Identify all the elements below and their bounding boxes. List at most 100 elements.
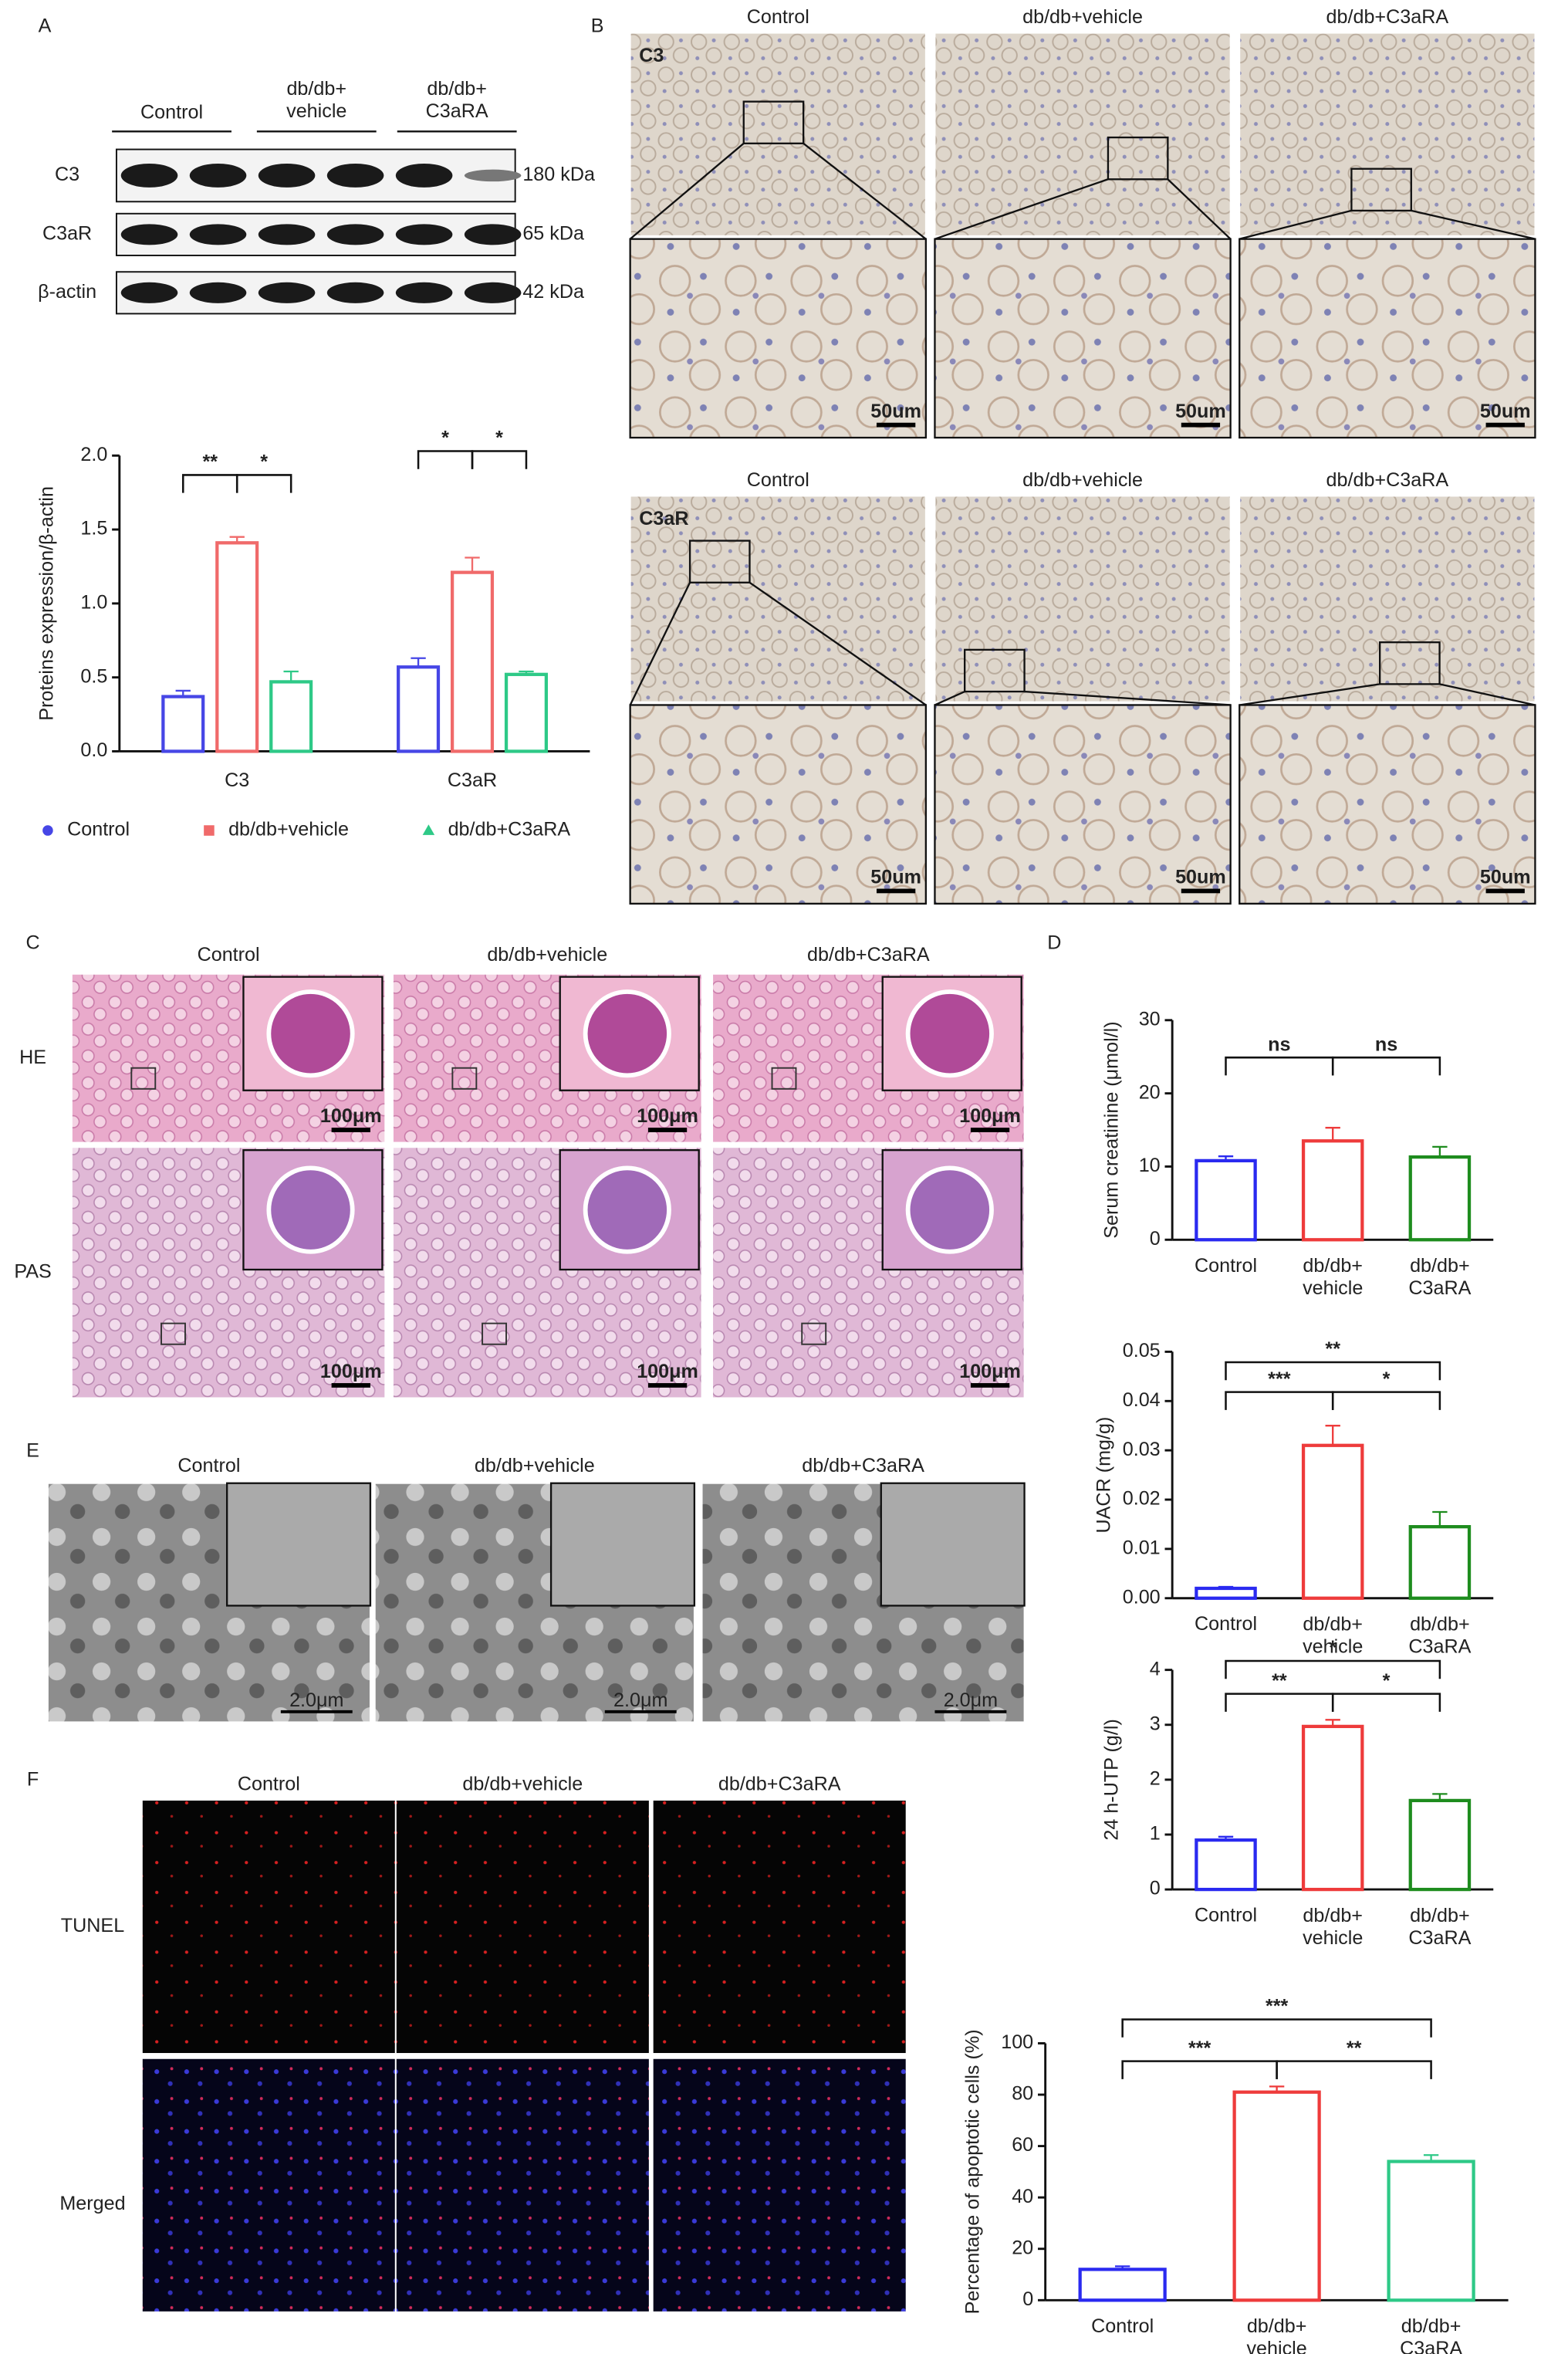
scale-bar-label: 100μm <box>320 1361 382 1382</box>
inset-box <box>964 648 1026 693</box>
significance-label: * <box>1383 1368 1391 1390</box>
zoom-line <box>1411 209 1536 240</box>
column-header: db/db+vehicle <box>1022 6 1143 28</box>
y-tick-label: 1.5 <box>80 518 107 539</box>
row-label: TUNEL <box>61 1915 124 1936</box>
y-axis-label: UACR (mg/g) <box>1093 1417 1115 1534</box>
y-axis-label: 24 h-UTP (g/l) <box>1100 1719 1122 1840</box>
glomerulus <box>583 1165 671 1254</box>
blot-band <box>189 163 247 188</box>
blot-protein-label: β-actin <box>38 281 96 303</box>
significance-label: * <box>495 428 503 449</box>
bar <box>1195 1838 1257 1892</box>
micrograph <box>934 32 1232 237</box>
x-tick-label: db/db+ vehicle <box>1303 1613 1363 1657</box>
column-header: db/db+C3aRA <box>1326 6 1449 28</box>
y-tick-label: 60 <box>1012 2134 1033 2156</box>
blot-band <box>326 282 384 303</box>
scale-bar <box>331 1383 370 1388</box>
row-label: Merged <box>59 2193 125 2214</box>
scale-bar <box>1181 422 1221 428</box>
y-tick-label: 2.0 <box>80 444 107 465</box>
blot-size-label: 65 kDa <box>522 223 584 245</box>
zoom-line <box>1239 209 1352 240</box>
micrograph <box>140 2057 397 2313</box>
bar <box>1078 2268 1167 2302</box>
scale-bar-label: 2.0μm <box>289 1689 343 1711</box>
y-tick-label: 0 <box>1150 1228 1161 1250</box>
scale-bar-label: 2.0μm <box>613 1689 667 1711</box>
significance-label: ** <box>1325 1338 1340 1360</box>
inset-box <box>482 1322 508 1345</box>
inset-box <box>161 1322 186 1345</box>
glomerulus <box>266 989 355 1078</box>
scale-bar-label: 100μm <box>637 1105 698 1127</box>
y-tick-label: 4 <box>1150 1658 1161 1679</box>
micrograph <box>394 1799 651 2055</box>
micrograph-zoom <box>934 704 1232 905</box>
inset-box <box>130 1067 157 1090</box>
significance-label: * <box>441 428 449 449</box>
panel-label: E <box>26 1440 39 1462</box>
significance-bracket <box>1331 1693 1441 1712</box>
significance-bracket <box>1331 1391 1441 1410</box>
micrograph-zoom <box>629 238 928 439</box>
y-tick-label: 20 <box>1012 2237 1033 2258</box>
column-header: db/db+C3aRA <box>807 944 930 966</box>
scale-bar-label: 50um <box>1480 867 1531 888</box>
scale-bar <box>280 1710 353 1713</box>
zoom-line <box>934 178 1109 240</box>
significance-bracket <box>1225 1659 1441 1679</box>
inset-box <box>451 1067 478 1090</box>
blot-band <box>464 224 522 245</box>
micrograph <box>1239 32 1536 237</box>
panel-label: D <box>1047 932 1061 954</box>
scale-bar <box>331 1128 370 1132</box>
blot-band <box>464 282 522 303</box>
y-tick-label: 3 <box>1150 1713 1161 1734</box>
panel-label: B <box>591 15 604 37</box>
y-tick-label: 0.01 <box>1123 1537 1161 1559</box>
column-header: db/db+vehicle <box>475 1455 595 1476</box>
scale-bar <box>876 422 916 428</box>
scale-bar-label: 50um <box>1480 401 1531 422</box>
bar <box>397 665 441 753</box>
significance-bracket <box>1225 1361 1441 1381</box>
blot-band <box>120 224 178 245</box>
blot-band <box>395 163 453 188</box>
micrograph <box>651 2057 907 2313</box>
x-tick-label: Control <box>1195 1255 1257 1277</box>
legend-label: db/db+C3aRA <box>448 819 571 840</box>
inset-box <box>1378 641 1441 685</box>
bar <box>269 680 313 753</box>
inset-box <box>742 100 805 144</box>
panel-label: A <box>39 15 52 37</box>
y-axis-label: Serum creatinine (μmol/l) <box>1100 1021 1122 1238</box>
significance-label: *** <box>1188 2038 1211 2059</box>
x-tick-label: Control <box>1091 2315 1154 2337</box>
blot-band <box>395 224 453 245</box>
bar <box>1195 1586 1257 1600</box>
scale-bar-label: 50um <box>1175 401 1226 422</box>
scale-bar-label: 50um <box>870 867 921 888</box>
significance-bracket <box>1276 2060 1432 2079</box>
significance-bracket <box>1225 1056 1334 1076</box>
significance-label: ** <box>202 452 218 473</box>
glomerulus <box>266 1165 355 1254</box>
zoom-line <box>803 142 927 240</box>
column-header: Control <box>177 1455 240 1476</box>
glomerulus <box>905 1165 994 1254</box>
y-tick-label: 0.05 <box>1123 1340 1161 1361</box>
x-tick-label: db/db+ vehicle <box>1303 1905 1363 1949</box>
panel-label: C <box>25 932 39 954</box>
scale-bar <box>876 888 916 894</box>
significance-bracket <box>1121 2060 1278 2079</box>
scale-bar-label: 100μm <box>637 1361 698 1382</box>
bar <box>1408 1155 1472 1242</box>
panel-label: F <box>27 1768 39 1790</box>
x-tick-label: db/db+ C3aRA <box>1408 1905 1471 1949</box>
column-header: db/db+vehicle <box>462 1773 583 1794</box>
x-tick-label: db/db+ vehicle <box>1303 1255 1363 1299</box>
inset-box <box>1107 136 1169 181</box>
column-header: Control <box>747 469 809 491</box>
